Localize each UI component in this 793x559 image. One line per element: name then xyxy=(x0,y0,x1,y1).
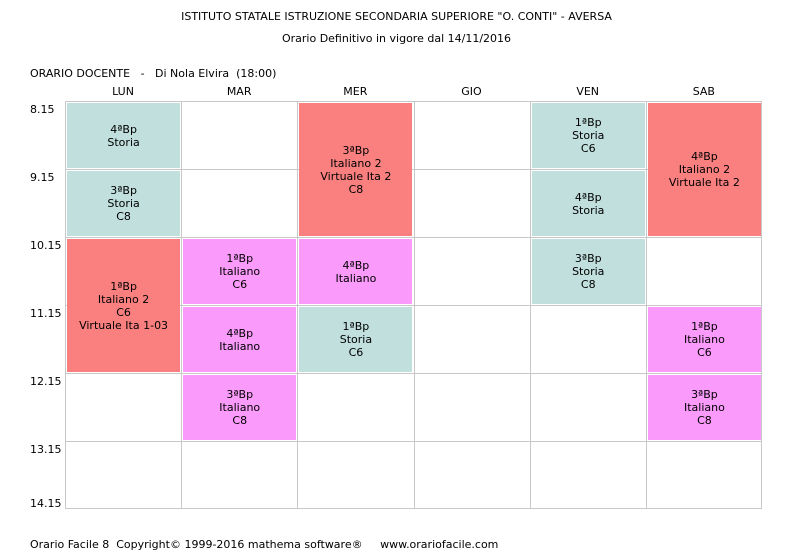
lesson-detail: Italiano xyxy=(683,401,725,414)
lesson-detail: Italiano 2 xyxy=(330,156,382,170)
lesson-detail: Italiano xyxy=(335,271,377,285)
lesson-detail: C6 xyxy=(348,346,364,359)
lesson-detail: C6 xyxy=(116,305,131,319)
lesson-class: 3ªBp xyxy=(691,388,718,401)
time-label: 12.15 xyxy=(30,375,62,388)
lesson-cell[interactable]: 3ªBp Italiano 2 Virtuale Ita 2 C8 xyxy=(299,103,413,236)
grid-divider xyxy=(66,373,761,374)
lesson-class: 1ªBp xyxy=(110,279,137,293)
time-label: 14.15 xyxy=(30,497,62,510)
lesson-cell[interactable]: 1ªBp Italiano C6 xyxy=(647,307,761,372)
lesson-cell[interactable]: 4ªBp Italiano xyxy=(299,239,413,304)
lesson-detail: Italiano xyxy=(219,339,261,353)
lesson-cell[interactable]: 4ªBp Storia xyxy=(531,171,645,236)
page-subtitle: Orario Definitivo in vigore dal 14/11/20… xyxy=(281,32,512,45)
lesson-detail: Italiano xyxy=(683,333,725,346)
time-label: 10.15 xyxy=(30,239,62,252)
lesson-detail: Storia xyxy=(572,265,605,278)
lesson-class: 4ªBp xyxy=(342,258,370,272)
lesson-cell[interactable]: 4ªBp Italiano 2 Virtuale Ita 2 xyxy=(647,103,761,236)
lesson-detail: C6 xyxy=(232,278,248,291)
lesson-detail: Storia xyxy=(107,197,140,210)
lesson-detail: C8 xyxy=(580,278,596,291)
lesson-class: 3ªBp xyxy=(226,388,254,401)
lesson-class: 3ªBp xyxy=(342,143,370,157)
day-header-sab: SAB xyxy=(692,85,715,98)
lesson-cell[interactable]: 1ªBp Italiano C6 xyxy=(183,239,297,304)
lesson-detail: Storia xyxy=(572,129,605,142)
grid-divider xyxy=(66,305,761,306)
lesson-class: 4ªBp xyxy=(574,190,602,204)
lesson-detail: C8 xyxy=(697,414,712,427)
lesson-detail: C8 xyxy=(348,182,364,196)
lesson-class: 4ªBp xyxy=(226,326,254,340)
lesson-class: 1ªBp xyxy=(226,252,254,265)
lesson-class: 3ªBp xyxy=(110,184,137,197)
lesson-detail: C6 xyxy=(697,346,712,359)
lesson-cell[interactable]: 1ªBp Storia C6 xyxy=(531,103,645,168)
lesson-cell[interactable]: 4ªBp Italiano xyxy=(183,307,297,372)
lesson-cell[interactable]: 3ªBp Italiano C8 xyxy=(647,375,761,440)
time-label: 8.15 xyxy=(30,103,55,116)
timetable-grid: 4ªBp Storia 3ªBp Storia C8 1ªBp Italiano 2 C6 Vi… xyxy=(65,101,762,509)
lesson-detail: Virtuale Ita 1-03 xyxy=(79,318,169,332)
lesson-detail: Storia xyxy=(339,333,373,346)
lesson-detail: Virtuale Ita 2 xyxy=(320,169,392,183)
day-header-ven: VEN xyxy=(576,85,600,98)
lesson-detail: Italiano 2 xyxy=(678,163,731,176)
teacher-label: ORARIO DOCENTE - Di Nola Elvira (18:00) xyxy=(30,67,277,80)
day-header-mar: MAR xyxy=(226,85,252,98)
lesson-cell[interactable]: 4ªBp Storia xyxy=(67,103,181,168)
time-label: 13.15 xyxy=(30,443,62,456)
lesson-class: 1ªBp xyxy=(342,320,370,333)
day-header-gio: GIO xyxy=(461,85,482,98)
lesson-cell[interactable]: 1ªBp Storia C6 xyxy=(299,307,413,372)
lesson-cell[interactable]: 3ªBp Storia C8 xyxy=(67,171,181,236)
lesson-class: 4ªBp xyxy=(691,150,718,163)
lesson-cell[interactable]: 1ªBp Italiano 2 C6 Virtuale Ita 1-03 xyxy=(67,239,181,372)
lesson-detail: C6 xyxy=(580,142,596,155)
lesson-class: 3ªBp xyxy=(574,252,602,265)
day-header-mer: MER xyxy=(343,85,368,98)
time-label: 9.15 xyxy=(30,171,55,184)
lesson-class: 1ªBp xyxy=(574,116,602,129)
lesson-cell[interactable]: 3ªBp Storia C8 xyxy=(531,239,645,304)
lesson-detail: Storia xyxy=(572,203,605,217)
day-header-lun: LUN xyxy=(112,85,134,98)
lesson-class: 4ªBp xyxy=(110,122,137,136)
lesson-detail: Virtuale Ita 2 xyxy=(668,176,740,189)
grid-divider xyxy=(66,237,761,238)
lesson-detail: Storia xyxy=(107,135,140,149)
lesson-cell[interactable]: 3ªBp Italiano C8 xyxy=(183,375,297,440)
footer-copyright: Orario Facile 8 Copyright© 1999-2016 mat… xyxy=(30,538,499,551)
lesson-detail: Italiano xyxy=(219,401,261,414)
lesson-detail: Italiano 2 xyxy=(97,292,150,306)
time-label: 11.15 xyxy=(30,307,62,320)
grid-divider xyxy=(66,441,761,442)
lesson-class: 1ªBp xyxy=(691,320,718,333)
grid-divider xyxy=(66,169,761,170)
lesson-detail: Italiano xyxy=(219,265,261,278)
page-title: ISTITUTO STATALE ISTRUZIONE SECONDARIA S… xyxy=(181,10,612,23)
lesson-detail: C8 xyxy=(232,414,248,427)
lesson-detail: C8 xyxy=(116,210,131,223)
